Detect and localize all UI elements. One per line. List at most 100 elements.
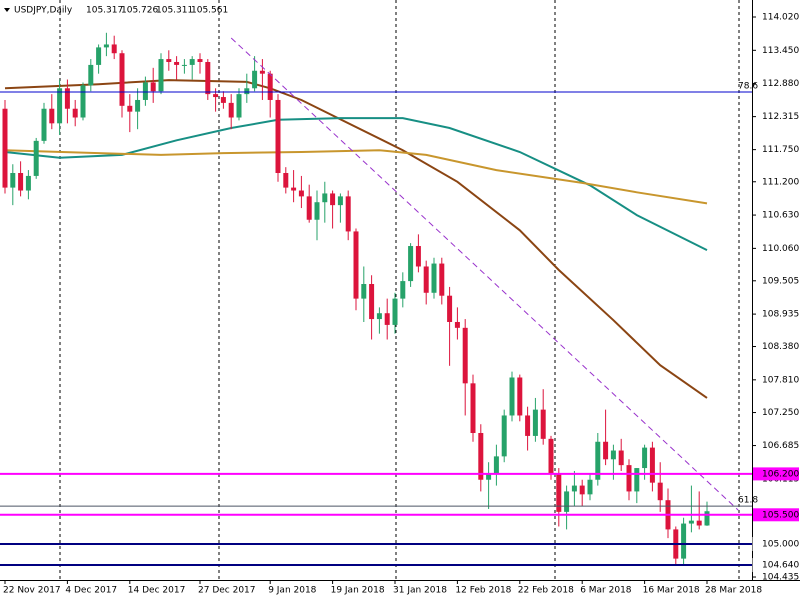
candle-body	[33, 140, 39, 176]
x-tick-label: 14 Dec 2017	[128, 586, 186, 596]
candle-body	[634, 468, 640, 492]
fib-label: 61.8	[738, 496, 758, 506]
x-tick-label: 22 Feb 2018	[518, 586, 574, 596]
candle-body	[657, 482, 663, 501]
candle-body	[649, 447, 655, 483]
candle-body	[447, 295, 453, 322]
chart-symbol: USDJPY,Daily	[14, 6, 73, 16]
candle-body	[392, 298, 398, 325]
candle-body	[41, 108, 47, 141]
candle-body	[306, 196, 312, 220]
candle-body	[49, 108, 55, 124]
x-tick-label: 22 Nov 2017	[3, 586, 61, 596]
candle-body	[525, 415, 531, 436]
candle-body	[642, 447, 648, 469]
candle-body	[127, 105, 133, 112]
y-tick-label: 108.380	[762, 342, 799, 352]
candle-body	[454, 321, 460, 328]
x-tick-label: 16 Mar 2018	[643, 586, 700, 596]
candle-body	[376, 313, 382, 320]
price-level-box	[753, 508, 799, 522]
header-high: 105.726	[121, 6, 158, 16]
header-open: 105.317	[86, 6, 123, 16]
candle-body	[696, 520, 702, 526]
moving-average	[4, 79, 708, 399]
candle-body	[283, 173, 289, 188]
candle-body	[400, 281, 406, 299]
candle-body	[501, 415, 507, 457]
candle-body	[150, 82, 156, 92]
candle-body	[244, 88, 250, 95]
candle-body	[252, 70, 258, 89]
candle-body	[462, 327, 468, 384]
y-tick-label: 114.020	[762, 13, 799, 23]
y-tick-label: 112.880	[762, 79, 799, 89]
candle-body	[556, 473, 562, 512]
candle-body	[111, 44, 117, 54]
candle-body	[626, 465, 632, 492]
candle-body	[345, 196, 351, 232]
candle-body	[64, 88, 70, 109]
y-tick-label: 111.750	[762, 145, 799, 155]
x-tick-label: 28 Mar 2018	[705, 586, 762, 596]
y-tick-label: 108.935	[762, 310, 799, 320]
x-tick-label: 19 Jan 2018	[331, 586, 385, 596]
candle-body	[408, 246, 414, 282]
candle-body	[439, 263, 445, 296]
candle-body	[72, 108, 78, 118]
candle-body	[579, 485, 585, 495]
candle-body	[275, 99, 281, 174]
candle-body	[220, 97, 226, 103]
candle-body	[236, 94, 242, 118]
candle-body	[158, 59, 164, 92]
candle-body	[353, 231, 359, 299]
candle-body	[181, 64, 187, 66]
candle-body	[314, 202, 320, 220]
candle-body	[704, 511, 710, 526]
moving-average	[4, 117, 708, 251]
candle-body	[384, 313, 390, 325]
price-level-box	[753, 467, 799, 481]
y-tick-label: 110.060	[762, 244, 799, 254]
candle-body	[361, 284, 367, 299]
price-level-label: 105.500	[762, 510, 799, 520]
candle-body	[166, 59, 172, 62]
header-low: 105.311	[156, 6, 193, 16]
candle-body	[142, 82, 148, 100]
candle-body	[174, 61, 180, 65]
candle-body	[2, 108, 8, 188]
x-tick-label: 9 Jan 2018	[268, 586, 316, 596]
menu-icon	[4, 8, 10, 12]
x-tick-label: 6 Mar 2018	[580, 586, 632, 596]
candle-body	[135, 99, 141, 112]
fib-label: 78.6	[738, 82, 758, 92]
candle-body	[423, 266, 429, 293]
price-level-label: 105.000	[762, 540, 799, 550]
price-level-label: 106.200	[762, 469, 799, 479]
x-tick-label: 12 Feb 2018	[455, 586, 511, 596]
candle-body	[10, 173, 16, 188]
candle-body	[509, 377, 515, 416]
candle-body	[681, 523, 687, 559]
x-tick-label: 4 Dec 2017	[65, 586, 117, 596]
candle-body	[259, 70, 265, 74]
candle-body	[96, 47, 102, 65]
candle-body	[478, 432, 484, 480]
y-tick-label: 109.505	[762, 276, 799, 286]
moving-average	[4, 149, 708, 205]
candle-body	[493, 456, 499, 474]
x-tick-label: 27 Dec 2017	[198, 586, 256, 596]
y-tick-label: 107.250	[762, 408, 799, 418]
candle-body	[267, 73, 273, 100]
y-tick-label: 111.200	[762, 177, 799, 187]
candle-body	[119, 53, 125, 106]
candle-body	[470, 383, 476, 433]
candle-body	[610, 450, 616, 460]
candle-body	[337, 196, 343, 206]
candle-body	[532, 409, 538, 436]
trendline	[230, 37, 739, 511]
candle-body	[618, 450, 624, 466]
